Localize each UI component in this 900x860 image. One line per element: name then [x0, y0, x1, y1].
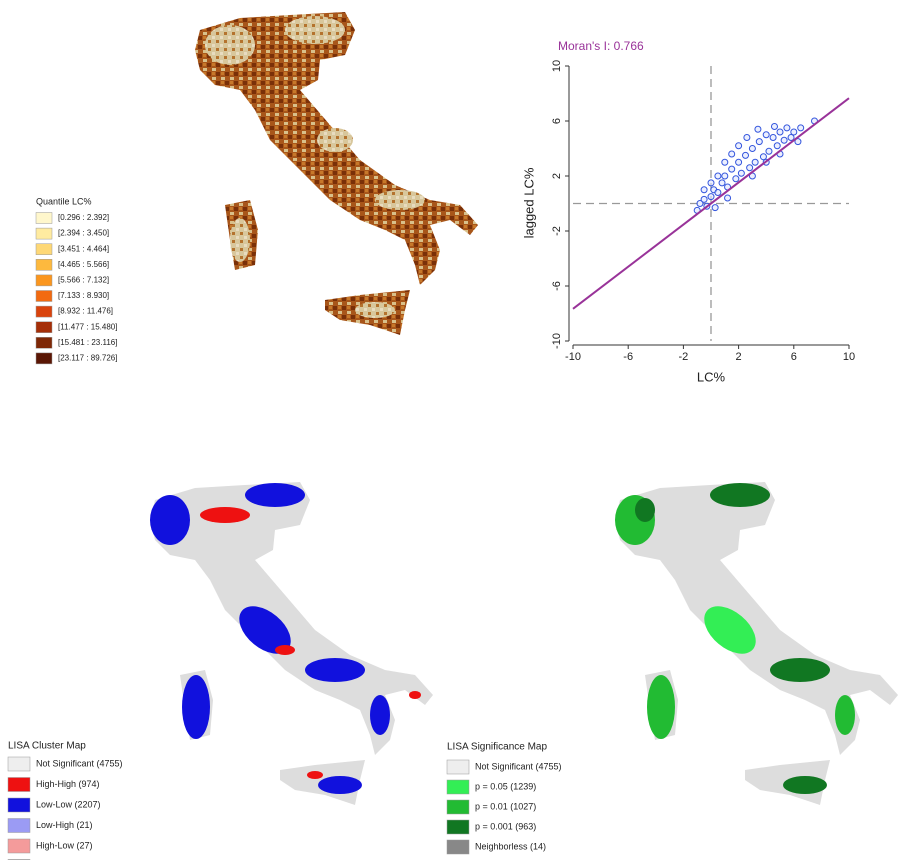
y-tick-label: -2 [551, 226, 563, 236]
point [777, 129, 783, 135]
point [729, 151, 735, 157]
point [798, 125, 804, 131]
x-axis-label: LC% [697, 369, 726, 384]
significance-map [615, 482, 898, 805]
legend-label: [23.117 : 89.726] [58, 354, 117, 363]
point [701, 187, 707, 193]
point [722, 159, 728, 165]
point [736, 143, 742, 149]
x-tick-label: 6 [791, 351, 797, 363]
legend-swatch [8, 757, 30, 771]
legend-label: Not Significant (4755) [475, 761, 562, 771]
legend-label: Not Significant (4755) [36, 758, 123, 768]
point [743, 152, 749, 158]
y-tick-label: -10 [551, 333, 563, 349]
legend-label: p = 0.01 (1027) [475, 801, 536, 811]
legend-label: Low-High (21) [36, 820, 93, 830]
point [744, 135, 750, 141]
legend-title: LISA Cluster Map [8, 741, 86, 752]
legend-label: [3.451 : 4.464] [58, 244, 109, 253]
legend-label: p = 0.05 (1239) [475, 781, 536, 791]
point [701, 196, 707, 202]
legend-label: [7.133 : 8.930] [58, 291, 109, 300]
point [736, 159, 742, 165]
point [771, 124, 777, 130]
legend-label: [5.566 : 7.132] [58, 276, 109, 285]
legend-swatch [447, 840, 469, 854]
point [752, 159, 758, 165]
legend-label: Low-Low (2207) [36, 799, 101, 809]
point [729, 166, 735, 172]
legend-swatch [36, 322, 52, 333]
point [784, 125, 790, 131]
quantile-map [195, 12, 478, 335]
y-tick-label: 2 [551, 173, 563, 179]
y-tick-label: -6 [551, 281, 563, 291]
point [715, 173, 721, 179]
legend-label: [4.465 : 5.566] [58, 260, 109, 269]
legend-swatch [447, 760, 469, 774]
point [747, 165, 753, 171]
legend-title: Quantile LC% [36, 196, 92, 206]
legend-label: [11.477 : 15.480] [58, 322, 117, 331]
point [738, 170, 744, 176]
legend-label: p = 0.001 (963) [475, 821, 536, 831]
chart-title: Moran's I: 0.766 [558, 39, 644, 53]
point [715, 190, 721, 196]
y-tick-label: 10 [551, 60, 563, 72]
point [708, 180, 714, 186]
point [733, 176, 739, 182]
x-tick-label: -6 [623, 351, 633, 363]
cluster-map [150, 482, 433, 805]
figure: Moran's I: 0.766 LC% lagged LC% Quantile… [0, 0, 900, 860]
legend-swatch [36, 291, 52, 302]
point [749, 146, 755, 152]
legend-swatch [447, 800, 469, 814]
legend-label: Neighborless (14) [475, 841, 546, 851]
legend-swatch [36, 259, 52, 270]
point [722, 173, 728, 179]
legend-swatch [447, 780, 469, 794]
point [766, 148, 772, 154]
point [763, 132, 769, 138]
legend-swatch [8, 839, 30, 853]
legend-label: High-High (974) [36, 779, 100, 789]
point [755, 126, 761, 132]
legend-label: [0.296 : 2.392] [58, 213, 109, 222]
x-tick-label: 2 [736, 351, 742, 363]
point [719, 180, 725, 186]
legend-swatch [8, 819, 30, 833]
point [712, 205, 718, 211]
legend-swatch [36, 275, 52, 286]
y-axis-label: lagged LC% [521, 167, 536, 238]
x-tick-label: -10 [565, 351, 581, 363]
legend-label: [2.394 : 3.450] [58, 229, 109, 238]
point [781, 137, 787, 143]
legend-swatch [8, 798, 30, 812]
legend-label: High-Low (27) [36, 840, 93, 850]
legend-swatch [8, 778, 30, 792]
legend-swatch [36, 353, 52, 364]
x-tick-label: -2 [679, 351, 689, 363]
x-tick-label: 10 [843, 351, 855, 363]
point [791, 129, 797, 135]
legend-label: [15.481 : 23.116] [58, 338, 117, 347]
point [774, 143, 780, 149]
point [708, 194, 714, 200]
point [725, 195, 731, 201]
point [756, 139, 762, 145]
legend-swatch [447, 820, 469, 834]
legend-title: LISA Significance Map [447, 742, 547, 753]
legend-swatch [36, 337, 52, 348]
legend-swatch [36, 244, 52, 255]
legend-swatch [36, 228, 52, 239]
legend-label: [8.932 : 11.476] [58, 307, 113, 316]
point [770, 135, 776, 141]
legend-swatch [36, 213, 52, 224]
y-tick-label: 6 [551, 118, 563, 124]
legend-swatch [36, 306, 52, 317]
